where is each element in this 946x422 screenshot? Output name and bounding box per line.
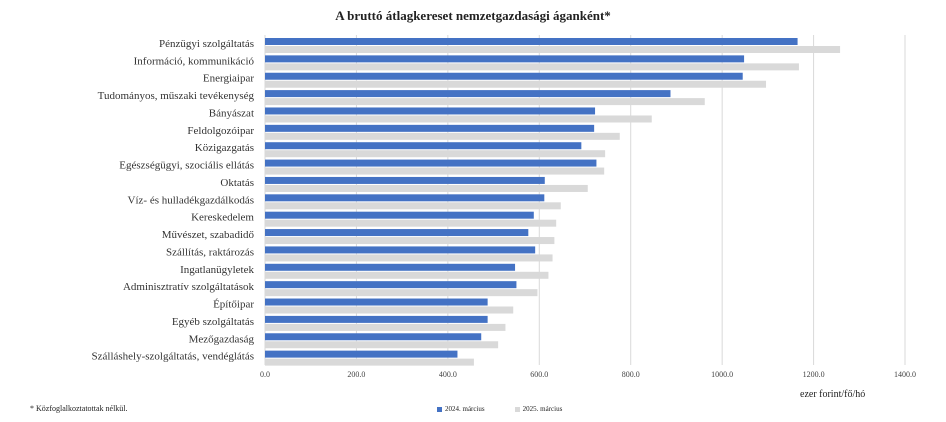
category-label: Energiaipar: [203, 73, 254, 85]
bar-2024: [265, 281, 517, 289]
bar-2024: [265, 211, 534, 219]
bar-2024: [265, 142, 582, 150]
bar-2025: [265, 46, 841, 53]
bar-2024: [265, 176, 545, 184]
bar-2024: [265, 124, 595, 132]
bars: [265, 38, 841, 366]
x-tick-label: 200.0: [347, 370, 365, 379]
x-tick-label: 1200.0: [803, 370, 825, 379]
category-label: Feldolgozóipar: [187, 125, 254, 137]
bar-2025: [265, 271, 549, 279]
category-label: Információ, kommunikáció: [134, 55, 255, 67]
bar-2025: [265, 63, 799, 71]
category-label: Oktatás: [220, 177, 254, 189]
category-label: Mezőgazdaság: [189, 333, 255, 345]
bar-2024: [265, 298, 488, 306]
legend-label-2025: 2025. március: [522, 405, 563, 413]
bar-2024: [265, 38, 798, 45]
x-tick-label: 800.0: [622, 370, 640, 379]
bar-2025: [265, 254, 553, 262]
bar-2024: [265, 90, 671, 98]
bar-2025: [265, 341, 499, 349]
x-tick-label: 0.0: [260, 370, 270, 379]
category-label: Kereskedelem: [191, 212, 254, 224]
legend-label-2024: 2024. március: [445, 405, 485, 413]
bar-2024: [265, 315, 488, 323]
bar-2024: [265, 194, 545, 202]
x-tick-labels: 0.0 200.0 400.0 600.0 800.0 1000.0 1200.0 1400.…: [260, 370, 916, 379]
legend-swatch-2025: [514, 406, 520, 412]
bar-2024: [265, 246, 536, 254]
x-tick-label: 400.0: [439, 370, 457, 379]
x-tick-label: 1400.0: [894, 370, 916, 379]
footnote: * Közfoglalkoztatottak nélkül.: [30, 404, 128, 413]
category-label: Szállítás, raktározás: [166, 246, 254, 258]
bar-2025: [265, 289, 538, 297]
x-tick-label: 600.0: [530, 370, 548, 379]
legend-swatch-2024: [437, 406, 442, 412]
bar-2025: [265, 167, 605, 175]
category-label: Egészségügyi, szociális ellátás: [119, 160, 254, 172]
legend-item-2024: 2024. március: [437, 405, 485, 413]
bar-2025: [265, 202, 561, 210]
category-label: Tudományos, műszaki tevékenység: [98, 90, 255, 102]
bar-2024: [265, 72, 743, 80]
bar-2024: [265, 55, 745, 63]
bar-2025: [265, 98, 705, 106]
category-label: Bányászat: [209, 107, 254, 119]
bar-2025: [265, 323, 506, 331]
bar-2024: [265, 107, 596, 115]
bar-2024: [265, 333, 482, 341]
bar-2025: [265, 219, 557, 227]
chart-title: A bruttó átlagkereset nemzetgazdasági ág…: [335, 8, 611, 23]
category-label: Adminisztratív szolgáltatások: [123, 281, 255, 293]
bar-2025: [265, 306, 514, 314]
bar-2024: [265, 159, 597, 167]
x-tick-label: 1000.0: [711, 370, 733, 379]
legend-item-2025: 2025. március: [514, 405, 563, 413]
bar-2024: [265, 263, 516, 271]
bar-2025: [265, 237, 555, 245]
category-label: Ingatlanügyletek: [180, 264, 254, 276]
bar-2025: [265, 358, 474, 366]
bar-2025: [265, 80, 767, 88]
bar-2025: [265, 150, 606, 158]
category-labels: Pénzügyi szolgáltatás Információ, kommuni…: [92, 38, 255, 363]
category-label: Közigazgatás: [195, 142, 254, 154]
bar-2025: [265, 115, 652, 123]
category-label: Építőipar: [213, 299, 254, 311]
bar-2025: [265, 132, 620, 140]
bar-2024: [265, 229, 529, 237]
category-label: Művészet, szabadidő: [162, 229, 255, 241]
category-label: Szálláshely-szolgáltatás, vendéglátás: [92, 351, 255, 363]
legend: 2024. március 2025. március: [437, 405, 562, 413]
category-label: Víz- és hulladékgazdálkodás: [128, 194, 254, 206]
category-label: Egyéb szolgáltatás: [172, 316, 254, 328]
bar-2024: [265, 350, 458, 358]
bar-2025: [265, 184, 588, 192]
x-axis-unit-label: ezer forint/fő/hó: [800, 389, 866, 400]
category-label: Pénzügyi szolgáltatás: [159, 38, 254, 50]
